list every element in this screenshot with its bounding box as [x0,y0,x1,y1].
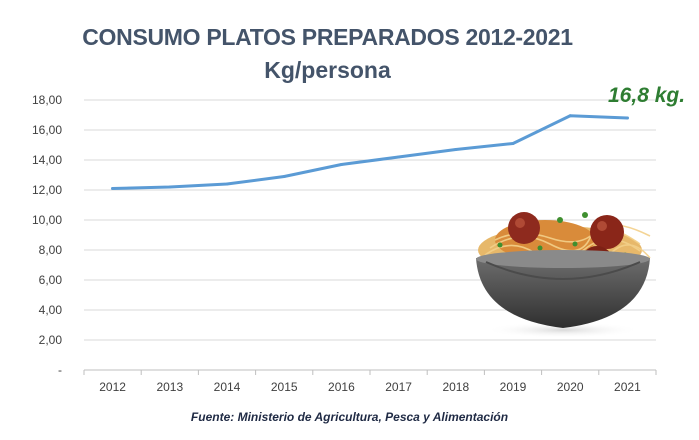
y-tick-label: 14,00 [32,153,62,167]
data-point-2020 [568,114,572,118]
y-tick-label: 10,00 [32,213,62,227]
y-tick-label: 6,00 [39,273,63,287]
chart-title-block: CONSUMO PLATOS PREPARADOS 2012-2021 Kg/p… [0,24,699,84]
y-tick-label: 16,00 [32,123,62,137]
data-point-2018 [454,148,458,151]
last-value-annotation: 16,8 kg. [608,84,686,107]
x-tick-label: 2015 [271,380,298,394]
pasta-bowl-illustration [476,212,651,338]
x-tick-label: 2016 [328,380,355,394]
chart-title: CONSUMO PLATOS PREPARADOS 2012-2021 [82,24,573,50]
data-point-2021 [625,116,629,120]
data-point-2014 [225,182,229,186]
y-tick-label: 12,00 [32,183,62,197]
x-tick-label: 2020 [557,380,584,394]
x-tick-label: 2014 [214,380,241,394]
x-tick-label: 2012 [99,380,126,394]
y-tick-label: 18,00 [32,93,62,107]
y-tick-label: 8,00 [39,243,63,257]
y-axis-tick-labels: - 2,00 4,00 6,00 8,00 10,00 12,00 14,00 16,00 18,… [32,93,62,377]
y-tick-label: 2,00 [39,333,63,347]
series-line [111,114,629,190]
data-point-2013 [168,185,172,189]
x-tick-label: 2017 [385,380,412,394]
y-tick-label: - [58,363,62,377]
source-note: Fuente: Ministerio de Agricultura, Pesca… [190,410,509,424]
y-tick-label: 4,00 [39,303,63,317]
data-point-2016 [339,163,343,166]
chart-subtitle: Kg/persona [264,57,391,83]
data-point-2019 [511,142,515,145]
data-point-2015 [282,175,286,178]
data-point-2012 [111,187,115,190]
x-tick-label: 2021 [614,380,641,394]
x-tick-label: 2018 [442,380,469,394]
x-axis-tick-labels: 2012 2013 2014 2015 2016 2017 2018 2019 2020 2021 [83,370,657,394]
data-point-2017 [397,155,401,159]
data-points [111,114,629,190]
x-tick-label: 2019 [500,380,527,394]
x-tick-label: 2013 [156,380,183,394]
